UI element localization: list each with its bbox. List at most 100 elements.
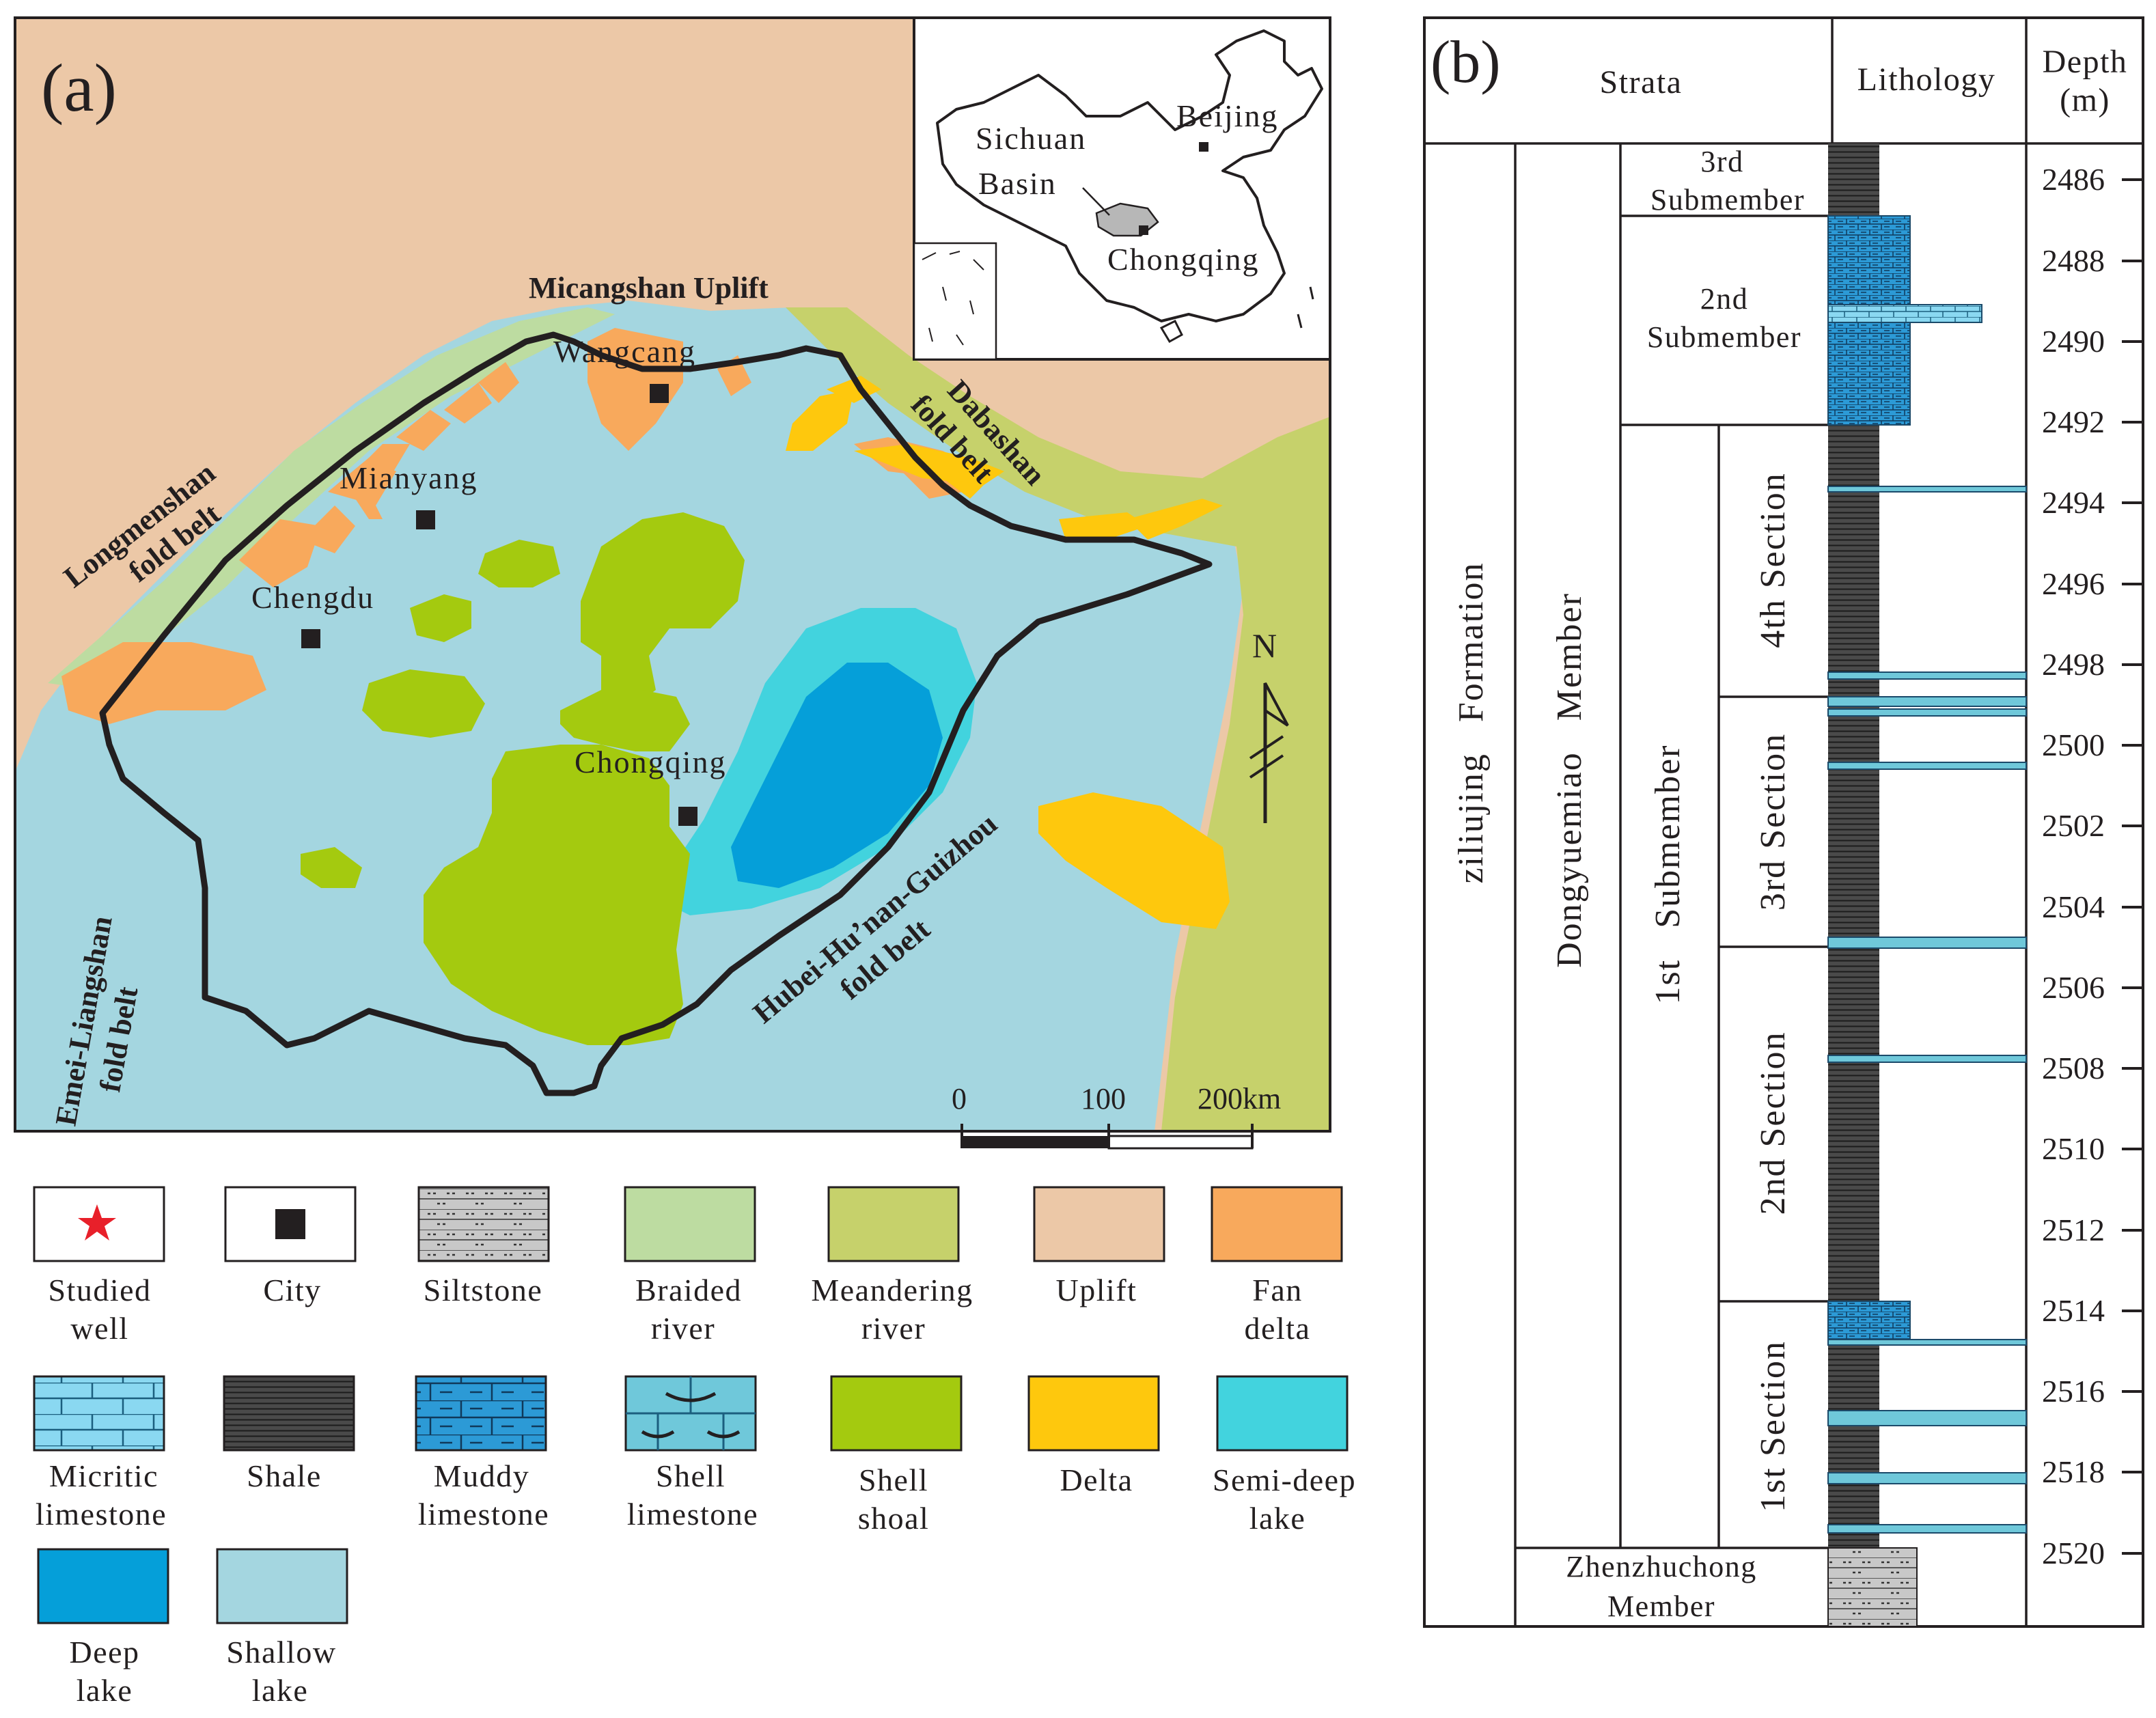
city-label-chengdu: Chengdu [251, 580, 374, 615]
legend-shallow-lake [216, 1548, 348, 1624]
inset-basin: Basin [978, 166, 1057, 201]
legend-label-fan-delta: delta [1245, 1311, 1311, 1346]
depth-2508: 2508 [2042, 1051, 2105, 1085]
legend: Studied well City Siltstone Braided rive… [33, 1186, 1355, 1708]
section-1st: 1st Section [1754, 1340, 1793, 1512]
submember-2nd: 2nd [1700, 282, 1749, 316]
city-label-wangcang: Wangcang [553, 334, 696, 369]
depth-2496: 2496 [2042, 566, 2105, 601]
zhenzhuchong-member: Zhenzhuchong [1566, 1550, 1756, 1583]
depth-2512: 2512 [2042, 1213, 2105, 1247]
legend-label-deep-lake: lake [77, 1673, 133, 1708]
legend-label-city: City [263, 1273, 321, 1307]
section-3rd: 3rd Section [1754, 733, 1793, 911]
header-strata: Strata [1600, 64, 1683, 100]
section-2nd: 2nd Section [1754, 1031, 1793, 1215]
legend-label-deep: Deep [69, 1635, 139, 1669]
depth-ticks [2122, 178, 2143, 1555]
city-label-chongqing: Chongqing [575, 745, 726, 779]
legend-label-muddy: Muddy [434, 1458, 529, 1493]
legend-label-semi-deep-lake: lake [1249, 1501, 1306, 1536]
stratigraphic-column: 2486 2488 2490 2492 2494 2496 2498 2500 … [1423, 16, 2144, 1628]
depth-2502: 2502 [2042, 808, 2105, 843]
legend-label-siltstone: Siltstone [424, 1273, 543, 1307]
legend-uplift [1033, 1186, 1165, 1262]
legend-meandering-river [827, 1186, 960, 1262]
legend-label-shell-shoal-2: shoal [858, 1501, 930, 1536]
legend-micritic-limestone [33, 1375, 165, 1452]
member-dongyuemiao: Dongyuemiao Member [1550, 592, 1589, 968]
legend-label-micritic-limestone: limestone [36, 1497, 167, 1532]
china-outline [936, 29, 1323, 322]
legend-shale [223, 1375, 355, 1452]
submember-2nd-label: Submember [1647, 320, 1801, 354]
legend-city [224, 1186, 357, 1262]
basin-boundary [99, 331, 1213, 1096]
section-4th: 4th Section [1754, 472, 1793, 648]
legend-label-shell-shoal-1: Shell [859, 1463, 928, 1497]
legend-fan-delta [1211, 1186, 1343, 1262]
legend-label-muddy-limestone: limestone [418, 1497, 549, 1532]
legend-label-well: well [70, 1311, 128, 1346]
legend-label-micritic: Micritic [49, 1458, 158, 1493]
deep-lake-area [731, 663, 943, 888]
header-depth-unit: (m) [2060, 82, 2110, 118]
legend-label-meandering-river: river [861, 1311, 926, 1346]
inset-sichuan: Sichuan [976, 121, 1086, 156]
submember-1st: 1st Submember [1648, 745, 1687, 1005]
city-marker-chongqing [678, 807, 697, 826]
legend-label-shallow-lake: lake [252, 1673, 309, 1708]
legend-label-meandering: Meandering [811, 1273, 973, 1307]
city-markers [301, 384, 697, 826]
panel-b-label: (b) [1431, 29, 1501, 96]
city-marker-mianyang [416, 510, 435, 529]
depth-2486: 2486 [2042, 162, 2105, 197]
city-marker-wangcang [650, 384, 669, 403]
north-label: N [1252, 626, 1277, 665]
legend-label-shallow: Shallow [226, 1635, 336, 1669]
north-arrow: N [1249, 626, 1289, 823]
submember-3rd-label: Submember [1650, 183, 1805, 217]
depth-2520: 2520 [2042, 1536, 2105, 1570]
header-lithology: Lithology [1857, 61, 1996, 98]
zhenzhuchong-member-label: Member [1607, 1590, 1715, 1623]
scale-zero: 0 [952, 1082, 967, 1116]
legend-shell-limestone [624, 1375, 757, 1452]
legend-label-shale: Shale [247, 1458, 322, 1493]
depth-2518: 2518 [2042, 1454, 2105, 1489]
map-frame [14, 16, 1331, 1133]
depth-2490: 2490 [2042, 324, 2105, 359]
shell-limestone-beds [1827, 486, 2027, 1534]
city-marker-chengdu [301, 629, 320, 648]
legend-braided-river [624, 1186, 756, 1262]
legend-label-braided-river: river [651, 1311, 715, 1346]
legend-label-delta: Delta [1060, 1463, 1133, 1497]
legend-shell-shoal [830, 1375, 963, 1452]
hainan-island [1159, 319, 1183, 344]
depth-2494: 2494 [2042, 485, 2105, 520]
legend-studied-well [33, 1186, 165, 1262]
inset-china-map: Beijing Sichuan Basin Chongqing [913, 16, 1331, 361]
legend-label-shell-limestone: limestone [627, 1497, 758, 1532]
depth-2498: 2498 [2042, 647, 2105, 682]
formation-ziliujing: ziliujing Formation [1452, 562, 1491, 884]
legend-muddy-limestone [415, 1375, 547, 1452]
lithology-log [1827, 143, 2027, 1627]
legend-deep-lake [37, 1548, 169, 1624]
scale-mid: 100 [1081, 1082, 1126, 1116]
panel-a-label: (a) [41, 50, 117, 126]
depth-2500: 2500 [2042, 728, 2105, 762]
depth-2488: 2488 [2042, 243, 2105, 278]
braided-river-area [48, 307, 615, 690]
depth-2504: 2504 [2042, 889, 2105, 924]
shell-shoal-areas [301, 512, 745, 1045]
legend-label-braided: Braided [635, 1273, 742, 1307]
legend-label-fan: Fan [1252, 1273, 1303, 1307]
legend-semi-deep-lake [1216, 1375, 1349, 1452]
inset-beijing: Beijing [1176, 98, 1278, 133]
depth-2514: 2514 [2042, 1293, 2105, 1328]
legend-label-uplift: Uplift [1056, 1273, 1137, 1307]
legend-label-shell: Shell [656, 1458, 725, 1493]
header-depth: Depth [2043, 44, 2128, 80]
